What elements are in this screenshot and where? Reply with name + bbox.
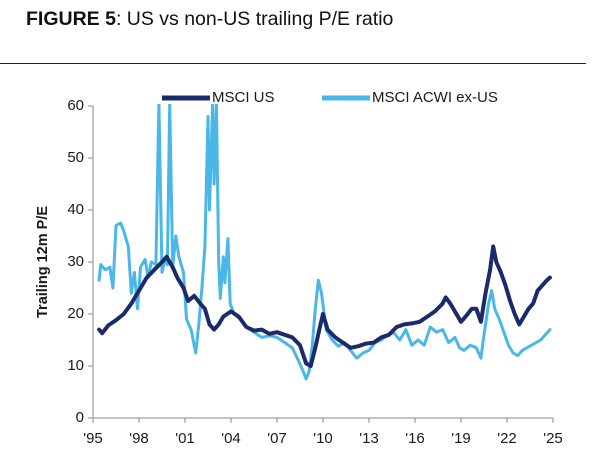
x-tick-label: '01 <box>175 430 195 447</box>
y-tick-label: 30 <box>67 253 84 270</box>
legend-label-msci-acwi-ex-us: MSCI ACWI ex-US <box>372 89 498 106</box>
x-tick-label: '95 <box>83 430 103 447</box>
series-line-msci-acwi-ex-us <box>97 104 552 381</box>
x-tick-label: '10 <box>313 430 333 447</box>
title-divider <box>0 63 586 64</box>
series-line-msci-us <box>97 244 552 368</box>
figure-title: FIGURE 5: US vs non-US trailing P/E rati… <box>26 8 393 31</box>
x-tick-label: '04 <box>221 430 241 447</box>
x-tick-label: '25 <box>543 430 563 447</box>
x-tick-label: '07 <box>267 430 287 447</box>
y-tick-label: 50 <box>67 149 84 166</box>
chart-legend: MSCI US MSCI ACWI ex-US <box>162 89 498 106</box>
x-tick-label: '22 <box>497 430 517 447</box>
y-tick-label: 40 <box>67 201 84 218</box>
y-tick-label: 0 <box>76 409 84 426</box>
figure-number: FIGURE 5 <box>26 8 116 30</box>
series-layer <box>97 104 552 381</box>
y-tick-label: 60 <box>67 97 84 114</box>
y-axis-label: Trailing 12m P/E <box>35 206 51 318</box>
y-ticks: 0 10 20 30 40 50 60 <box>67 97 93 426</box>
x-tick-label: '16 <box>405 430 425 447</box>
legend-label-msci-us: MSCI US <box>212 89 275 106</box>
x-tick-label: '19 <box>451 430 471 447</box>
x-tick-label: '13 <box>359 430 379 447</box>
y-tick-label: 20 <box>67 305 84 322</box>
x-ticks: '95 '98 '01 '04 '07 '10 '13 '16 '19 '22 '25 <box>83 418 563 447</box>
y-tick-label: 10 <box>67 357 84 374</box>
figure-caption: : US vs non-US trailing P/E ratio <box>115 8 394 30</box>
x-tick-label: '98 <box>129 430 149 447</box>
